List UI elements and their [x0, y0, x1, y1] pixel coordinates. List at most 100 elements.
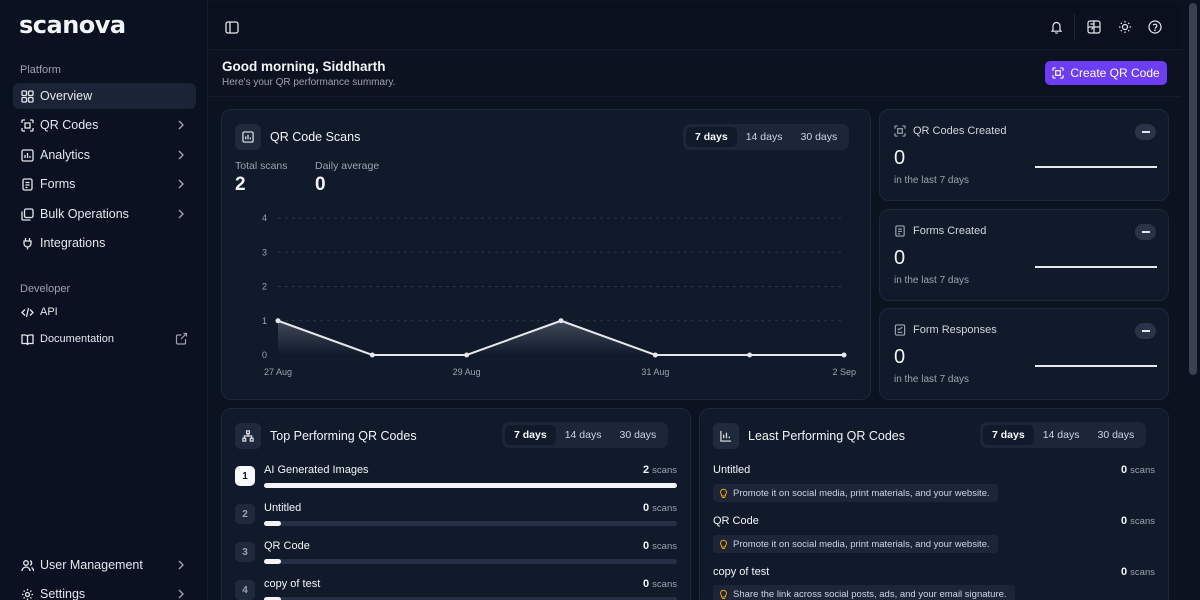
range-selector: 7 days 14 days 30 days	[980, 422, 1147, 448]
trend-neutral-badge	[1135, 224, 1156, 240]
range-14-days[interactable]: 14 days	[564, 429, 602, 441]
sidebar-item-overview[interactable]: Overview	[13, 83, 196, 109]
range-selector: 7 days 14 days 30 days	[502, 422, 669, 448]
sidebar-item-label: Integrations	[40, 236, 106, 250]
qr-name[interactable]: QR Code	[264, 540, 310, 552]
chevron-right-icon	[174, 148, 188, 162]
users-icon	[20, 558, 34, 572]
range-30-days[interactable]: 30 days	[1097, 429, 1135, 441]
gear-icon	[20, 587, 34, 600]
y-tick-label: 2	[262, 282, 267, 292]
x-tick-label: 29 Aug	[453, 367, 481, 377]
qr-name[interactable]: copy of test	[713, 566, 770, 578]
sidebar-item-analytics[interactable]: Analytics	[13, 142, 196, 168]
help-icon[interactable]	[1147, 19, 1163, 35]
sidebar-item-label: Analytics	[40, 148, 91, 162]
responses-icon	[894, 324, 907, 337]
range-30-days[interactable]: 30 days	[619, 429, 657, 441]
app-logo[interactable]: scanova	[19, 11, 126, 39]
scrollbar-thumb[interactable]	[1189, 3, 1197, 375]
range-14-days[interactable]: 14 days	[1042, 429, 1080, 441]
sun-icon[interactable]	[1117, 19, 1133, 35]
code-icon	[20, 305, 34, 319]
sparkline	[1035, 166, 1157, 168]
developer-section-label: Developer	[20, 283, 71, 295]
lightbulb-icon	[719, 488, 728, 498]
qr-name[interactable]: AI Generated Images	[264, 464, 369, 476]
tip-badge: Share the link across social posts, ads,…	[713, 585, 1015, 600]
tip-text: Promote it on social media, print materi…	[733, 487, 990, 499]
scans-card: QR Code Scans 7 days 14 days 30 days Tot…	[221, 109, 871, 400]
scan-bar	[264, 483, 677, 488]
bell-icon[interactable]	[1048, 19, 1064, 35]
chevron-right-icon	[174, 558, 188, 572]
data-point	[652, 352, 658, 358]
page-subtitle: Here's your QR performance summary.	[222, 77, 396, 88]
total-scans-value: 2	[235, 174, 246, 195]
qr-name[interactable]: QR Code	[713, 515, 759, 527]
range-14-days[interactable]: 14 days	[745, 131, 783, 143]
tip-badge: Promote it on social media, print materi…	[713, 535, 998, 553]
sidebar-item-integrations[interactable]: Integrations	[13, 230, 196, 256]
sidebar-item-qr-codes[interactable]: QR Codes	[13, 112, 196, 138]
y-tick-label: 1	[262, 316, 267, 326]
mini-card-value: 0	[894, 247, 906, 269]
scan-bar-fill	[264, 483, 677, 488]
data-point	[841, 352, 847, 358]
language-icon[interactable]	[1086, 19, 1102, 35]
sidebar-item-bulk-operations[interactable]: Bulk Operations	[13, 201, 196, 227]
scan-bar	[264, 521, 677, 526]
lightbulb-icon	[719, 539, 728, 549]
scan-bar	[264, 597, 677, 600]
sidebar-item-label: Forms	[40, 177, 76, 191]
trend-neutral-badge	[1135, 323, 1156, 339]
sidebar-item-documentation[interactable]: Documentation	[13, 326, 196, 352]
total-scans-label: Total scans	[235, 160, 288, 172]
scan-count: 0 scans	[1121, 464, 1155, 476]
page-scrollbar[interactable]	[1186, 0, 1200, 600]
tip-text: Promote it on social media, print materi…	[733, 538, 990, 550]
sidebar-toggle-icon[interactable]	[224, 19, 240, 35]
rank-badge: 1	[235, 466, 255, 486]
daily-average-value: 0	[315, 174, 326, 195]
range-7-days[interactable]: 7 days	[983, 425, 1034, 445]
rank-badge: 3	[235, 542, 255, 562]
range-7-days[interactable]: 7 days	[686, 127, 737, 147]
data-point	[747, 352, 753, 358]
sidebar-item-label: User Management	[40, 558, 143, 572]
qr-name[interactable]: copy of test	[264, 578, 321, 590]
chevron-right-icon	[174, 118, 188, 132]
bar-chart-icon	[713, 423, 739, 449]
scan-count: 0 scans	[643, 540, 677, 552]
card-title: Top Performing QR Codes	[270, 429, 417, 443]
mini-card-value: 0	[894, 147, 906, 169]
plug-icon	[20, 236, 34, 250]
scan-bar	[264, 559, 677, 564]
grid-icon	[20, 89, 34, 103]
qr-name[interactable]: Untitled	[264, 502, 302, 514]
sidebar-item-label: Overview	[40, 89, 93, 103]
y-tick-label: 4	[262, 213, 267, 223]
qr-scan-icon	[20, 118, 34, 132]
trend-neutral-badge	[1135, 124, 1156, 140]
daily-average-label: Daily average	[315, 160, 380, 172]
qr-name[interactable]: Untitled	[713, 464, 751, 476]
sidebar-item-user-management[interactable]: User Management	[13, 552, 196, 578]
range-30-days[interactable]: 30 days	[800, 131, 838, 143]
card-title: Least Performing QR Codes	[748, 429, 906, 443]
range-7-days[interactable]: 7 days	[505, 425, 556, 445]
rank-badge: 2	[235, 504, 255, 524]
mini-card-title: Forms Created	[913, 225, 987, 237]
lightbulb-icon	[719, 589, 728, 599]
stack-icon	[20, 207, 34, 221]
create-qr-code-button[interactable]: Create QR Code	[1045, 61, 1167, 85]
chart-area	[278, 320, 844, 355]
sidebar-item-forms[interactable]: Forms	[13, 171, 196, 197]
sidebar-item-api[interactable]: API	[13, 299, 196, 325]
divider	[1074, 14, 1075, 40]
book-icon	[20, 332, 34, 346]
scan-bar-fill	[264, 559, 281, 564]
form-icon	[20, 177, 34, 191]
sidebar-item-settings[interactable]: Settings	[13, 581, 196, 600]
chevron-right-icon	[174, 207, 188, 221]
